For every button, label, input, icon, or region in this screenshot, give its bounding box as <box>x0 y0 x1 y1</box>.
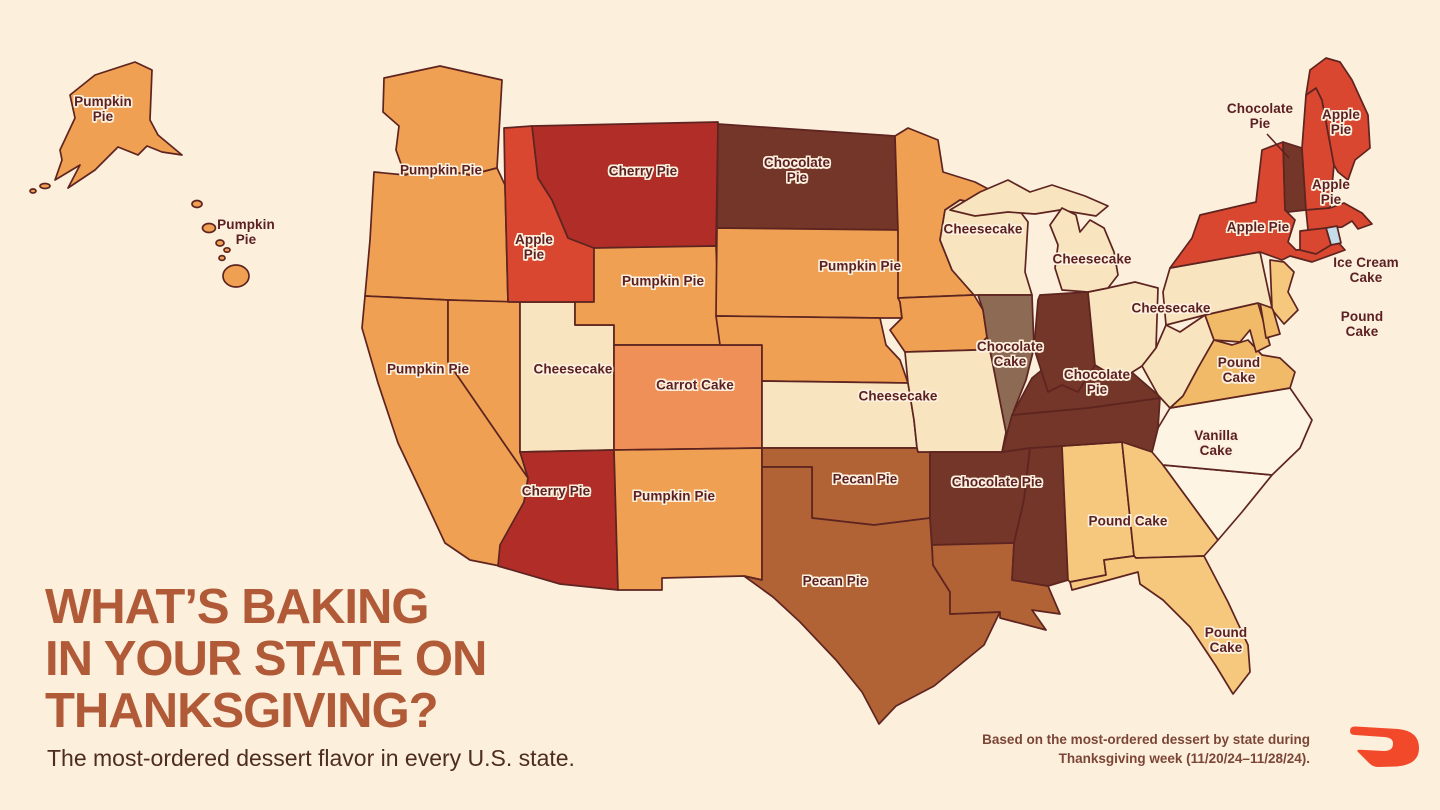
state-IA <box>889 294 988 353</box>
state-NM <box>613 447 763 591</box>
page-subtitle: The most-ordered dessert flavor in every… <box>47 745 575 771</box>
title-line-1: WHAT’S BAKING <box>45 580 430 634</box>
state-OR <box>364 167 509 303</box>
state-ME <box>1305 57 1371 181</box>
page-title: WHAT’S BAKING IN YOUR STATE ON THANKSGIV… <box>45 580 487 738</box>
state-AR <box>929 447 1031 546</box>
attribution-line-1: Based on the most-ordered dessert by sta… <box>982 732 1310 747</box>
hawaii-island <box>191 199 203 209</box>
state-ND <box>716 123 899 231</box>
hawaii-island <box>218 254 226 262</box>
state-VT <box>1282 141 1307 213</box>
title-line-2: IN YOUR STATE ON <box>45 631 487 686</box>
state-KS <box>761 380 918 449</box>
hawaii-island <box>215 239 225 247</box>
state-CO <box>613 344 763 451</box>
hawaii-island <box>222 264 250 288</box>
state-CT <box>1299 227 1332 255</box>
hawaii-island <box>201 222 217 234</box>
state-WA <box>382 65 503 176</box>
state-MI <box>1049 207 1119 293</box>
state-IN <box>1033 291 1096 393</box>
alaska-island <box>39 182 51 190</box>
state-NC <box>1151 387 1313 476</box>
state-NJ <box>1269 259 1299 325</box>
state-NY <box>1169 141 1346 269</box>
vt-label-pointer-line <box>1266 133 1290 159</box>
attribution-note: Based on the most-ordered dessert by sta… <box>982 731 1310 769</box>
hawaii-island <box>223 246 231 254</box>
attribution-line-2: Thanksgiving week (11/20/24–11/28/24). <box>1058 750 1310 766</box>
state-SD <box>715 227 903 319</box>
state-shapes <box>29 57 1373 725</box>
title-line-3: THANKSGIVING? <box>45 683 439 738</box>
alaska-island <box>29 188 37 194</box>
state-MI-upper-peninsula <box>949 179 1109 217</box>
doordash-logo <box>1350 726 1419 767</box>
state-TX <box>743 466 1001 725</box>
state-VA <box>1169 339 1296 409</box>
state-FL <box>1069 555 1251 695</box>
state-AK <box>54 61 183 189</box>
state-MD <box>1204 302 1271 353</box>
